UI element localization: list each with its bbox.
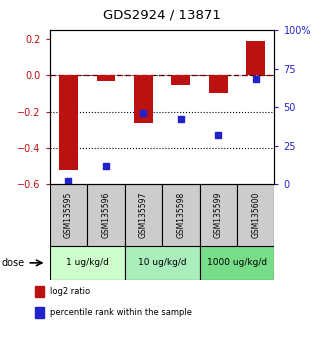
Bar [171, 75, 190, 85]
Text: log2 ratio: log2 ratio [50, 287, 91, 296]
Bar [162, 184, 200, 246]
Text: 1 ug/kg/d: 1 ug/kg/d [66, 258, 108, 267]
Bar [125, 246, 200, 280]
Text: GSM135598: GSM135598 [176, 192, 185, 238]
Point [66, 178, 71, 184]
Point [178, 116, 183, 122]
Text: GSM135595: GSM135595 [64, 192, 73, 238]
Point [141, 110, 146, 116]
Text: 1000 ug/kg/d: 1000 ug/kg/d [207, 258, 267, 267]
Bar [209, 75, 228, 93]
Bar [97, 75, 115, 81]
Text: GSM135597: GSM135597 [139, 192, 148, 238]
Bar [35, 307, 44, 318]
Point [253, 76, 258, 82]
Bar [87, 184, 125, 246]
Bar [247, 41, 265, 75]
Bar [134, 75, 153, 124]
Text: dose: dose [2, 258, 25, 268]
Point [216, 132, 221, 138]
Text: 10 ug/kg/d: 10 ug/kg/d [138, 258, 187, 267]
Bar [125, 184, 162, 246]
Bar [35, 285, 44, 297]
Text: GSM135596: GSM135596 [101, 192, 110, 238]
Text: GSM135600: GSM135600 [251, 192, 260, 238]
Bar [50, 246, 125, 280]
Bar [200, 184, 237, 246]
Bar [237, 184, 274, 246]
Bar [200, 246, 274, 280]
Text: percentile rank within the sample: percentile rank within the sample [50, 308, 192, 317]
Bar [50, 184, 87, 246]
Bar [59, 75, 78, 170]
Text: GSM135599: GSM135599 [214, 192, 223, 238]
Text: GDS2924 / 13871: GDS2924 / 13871 [103, 9, 221, 22]
Point [103, 163, 108, 169]
